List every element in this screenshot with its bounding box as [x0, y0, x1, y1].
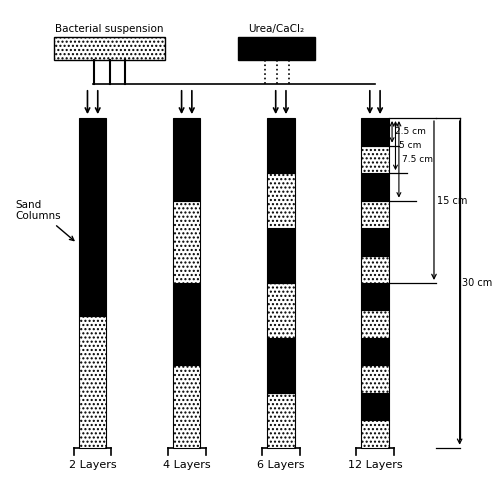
Bar: [362, 420, 388, 448]
Bar: [238, 37, 315, 60]
Bar: [267, 338, 294, 393]
Bar: [79, 118, 106, 316]
Bar: [267, 228, 294, 283]
Text: Bacterial suspension: Bacterial suspension: [56, 24, 164, 34]
Text: 2.5 cm: 2.5 cm: [396, 127, 426, 137]
Bar: [362, 365, 388, 393]
Bar: [362, 338, 388, 365]
Bar: [267, 283, 294, 338]
Bar: [173, 201, 201, 283]
Bar: [362, 228, 388, 255]
Bar: [267, 118, 294, 173]
Bar: [362, 393, 388, 420]
Bar: [267, 173, 294, 228]
Text: 6 Layers: 6 Layers: [257, 460, 304, 470]
Bar: [362, 255, 388, 283]
Bar: [362, 310, 388, 338]
Bar: [362, 173, 388, 201]
Text: 5 cm: 5 cm: [399, 141, 421, 150]
Text: 4 Layers: 4 Layers: [163, 460, 210, 470]
Bar: [173, 118, 201, 201]
Text: Urea/CaCl₂: Urea/CaCl₂: [248, 24, 304, 34]
Bar: [362, 146, 388, 173]
Text: 30 cm: 30 cm: [462, 278, 492, 288]
Text: Sand
Columns: Sand Columns: [16, 200, 74, 240]
Text: 7.5 cm: 7.5 cm: [402, 155, 434, 164]
Bar: [173, 365, 201, 448]
Text: 15 cm: 15 cm: [438, 195, 468, 205]
Bar: [362, 201, 388, 228]
Bar: [362, 283, 388, 310]
Bar: [54, 37, 166, 60]
Text: 2 Layers: 2 Layers: [69, 460, 116, 470]
Bar: [267, 393, 294, 448]
Text: 12 Layers: 12 Layers: [348, 460, 403, 470]
Bar: [173, 283, 201, 365]
Bar: [79, 316, 106, 448]
Bar: [362, 118, 388, 146]
